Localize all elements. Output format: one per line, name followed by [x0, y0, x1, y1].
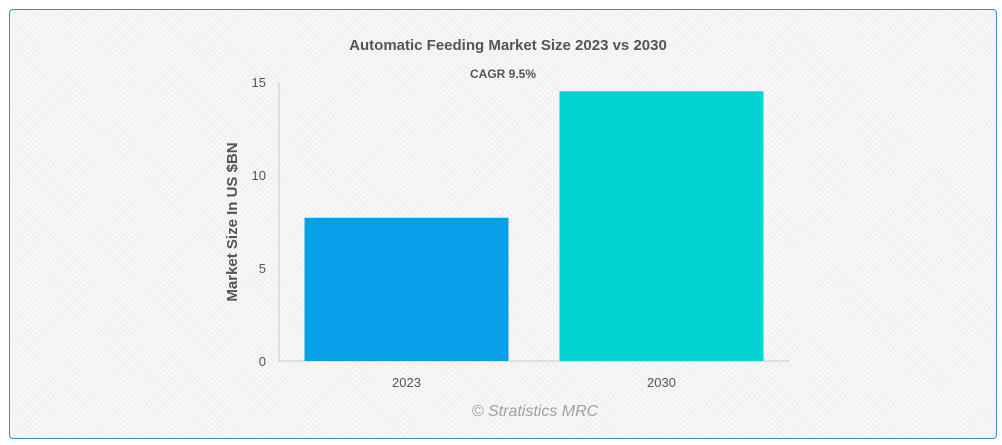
y-tick-label: 10	[252, 168, 266, 183]
chart-title: Automatic Feeding Market Size 2023 vs 20…	[349, 37, 667, 54]
cagr-annotation: CAGR 9.5%	[470, 67, 536, 81]
bar-2023	[304, 217, 509, 361]
x-tick-label: 2023	[392, 375, 421, 390]
y-axis-label: Market Size In US $BN	[224, 142, 241, 301]
x-tick-label: 2030	[647, 375, 676, 390]
credit-text: © Stratistics MRC	[472, 403, 599, 420]
y-tick-label: 5	[259, 261, 266, 276]
y-tick-label: 0	[259, 354, 266, 369]
y-tick-label: 15	[252, 75, 266, 90]
bar-2030	[559, 91, 764, 362]
